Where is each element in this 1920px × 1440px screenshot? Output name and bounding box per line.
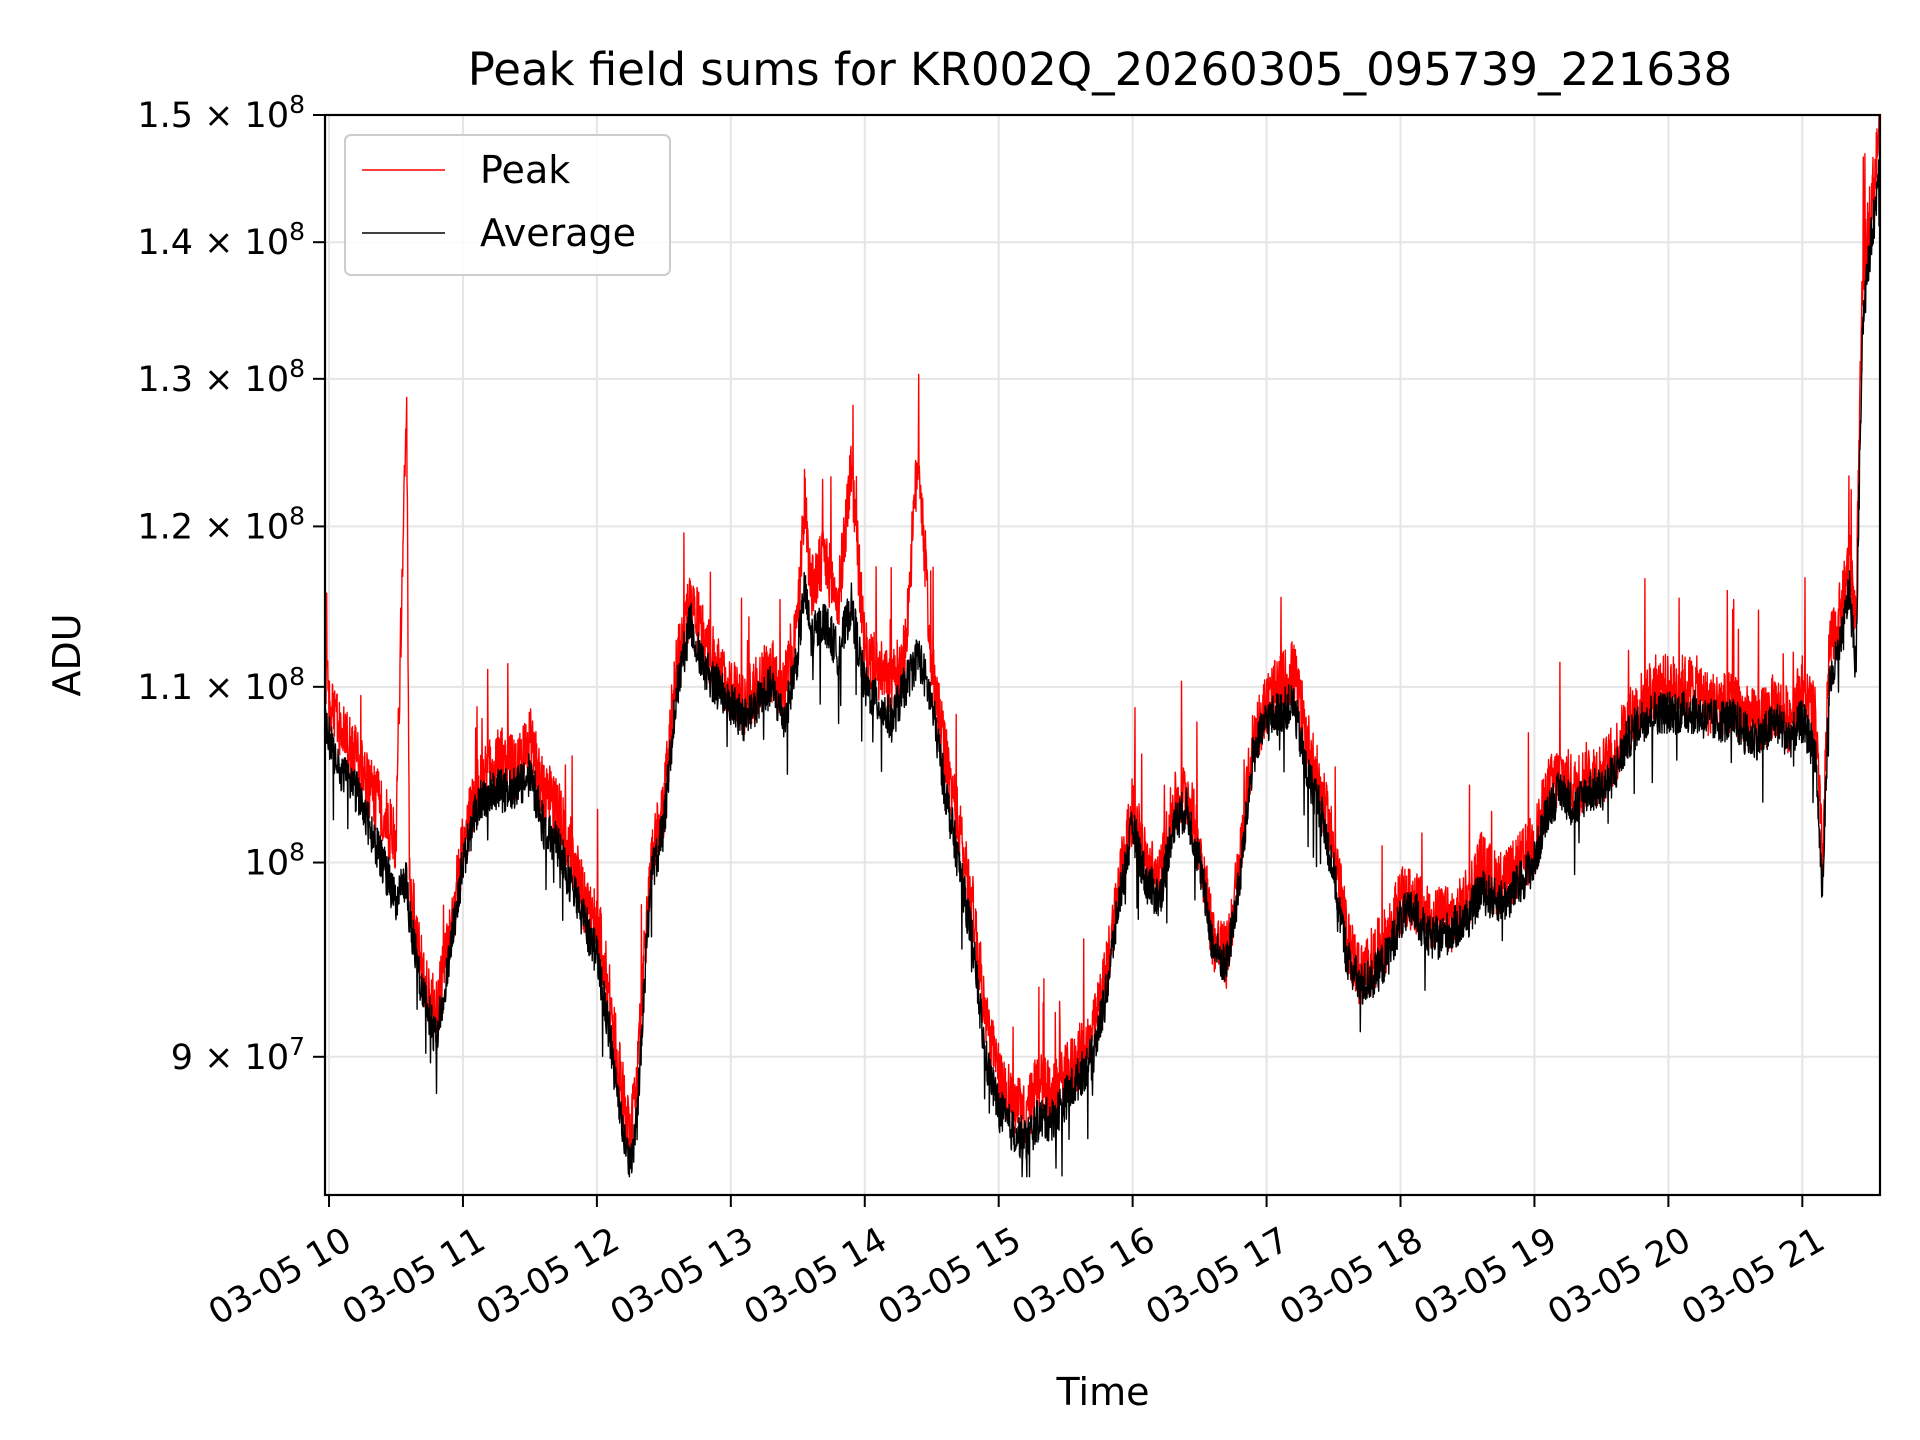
- y-tick-label: 1.5 × 108: [137, 90, 305, 136]
- y-axis-ticks: 9 × 107 108 1.1 × 108 1.2 × 108 1.3 × 108 1.4…: [137, 90, 325, 1078]
- y-tick-label: 1.4 × 108: [137, 217, 305, 263]
- plot-area-frame: [323, 113, 1882, 1197]
- legend-average-label: Average: [480, 211, 636, 255]
- plot-series: [324, 114, 1881, 1178]
- y-tick-label: 9 × 107: [171, 1032, 305, 1078]
- legend-peak-label: Peak: [480, 148, 570, 192]
- legend: Peak Average: [344, 134, 671, 276]
- y-tick-label: 1.2 × 108: [137, 501, 305, 547]
- y-axis-label: ADU: [45, 613, 89, 696]
- chart-title: Peak field sums for KR002Q_20260305_0957…: [468, 43, 1732, 96]
- y-tick-label: 108: [245, 838, 305, 884]
- y-tick-label: 1.3 × 108: [137, 354, 305, 400]
- x-axis-label: Time: [1056, 1370, 1150, 1414]
- y-tick-label: 1.1 × 108: [137, 662, 305, 708]
- series-line-average: [324, 144, 1881, 1178]
